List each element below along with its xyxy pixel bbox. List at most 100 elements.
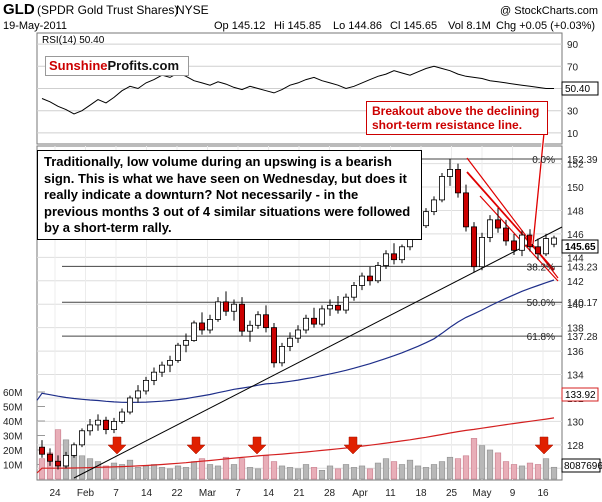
volume-bar xyxy=(302,464,310,480)
candle-body xyxy=(543,238,550,255)
volume-bar xyxy=(102,465,110,480)
fibonacci-percent-label: 38.2% xyxy=(527,262,555,273)
x-tick-label: 7 xyxy=(113,488,119,499)
rsi-tick-label: 10 xyxy=(567,129,579,140)
rsi-current-label: 50.40 xyxy=(565,84,590,95)
volume-tick-label: 30M xyxy=(3,432,22,443)
candle-body xyxy=(302,317,309,331)
rsi-tick-label: 90 xyxy=(567,40,579,51)
candle-body xyxy=(438,176,445,201)
candle-body xyxy=(318,308,325,325)
x-tick-label: 7 xyxy=(235,488,241,499)
volume-bar xyxy=(198,458,206,480)
rsi-tick-label: 70 xyxy=(567,62,579,73)
x-tick-label: 16 xyxy=(537,488,549,499)
quote-volume: Vol 8.1M xyxy=(448,20,491,32)
candle-body xyxy=(142,379,149,392)
volume-bar xyxy=(470,438,478,480)
candle-body xyxy=(350,285,357,298)
volume-bar xyxy=(222,456,230,480)
volume-warning-arrow xyxy=(247,436,267,455)
volume-bar xyxy=(158,467,166,480)
candle-body xyxy=(103,419,110,431)
ma200-line xyxy=(36,417,555,474)
volume-tick-label: 40M xyxy=(3,417,22,428)
price-tick-label: 128 xyxy=(567,441,584,452)
volume-bar xyxy=(262,455,270,480)
volume-bar xyxy=(542,458,550,480)
candle-body xyxy=(79,430,86,446)
quote-high: Hi 145.85 xyxy=(274,20,321,32)
fibonacci-price-label: 143.23 xyxy=(567,262,598,273)
volume-bar xyxy=(366,468,374,480)
volume-bar xyxy=(406,459,414,480)
volume-bar xyxy=(238,458,246,480)
volume-bar xyxy=(518,465,526,480)
x-tick-label: 28 xyxy=(324,488,336,499)
candle-body xyxy=(198,322,205,331)
volume-bar xyxy=(294,468,302,480)
volume-bar xyxy=(502,461,510,480)
candle-body xyxy=(87,424,94,432)
volume-bar xyxy=(478,445,486,480)
candle-body xyxy=(119,411,126,422)
volume-bar xyxy=(318,469,326,480)
price-tick-label: 150 xyxy=(567,183,584,194)
candle-body xyxy=(238,303,245,332)
candle-body xyxy=(71,444,78,456)
volume-bar xyxy=(134,467,142,480)
volume-bar xyxy=(342,464,350,480)
rsi-title: RSI(14) 50.40 xyxy=(42,35,105,46)
rsi-value-tag xyxy=(561,81,599,96)
volume-bar xyxy=(214,465,222,480)
candle-body xyxy=(390,253,397,261)
volume-bar xyxy=(110,462,118,480)
candle-body xyxy=(190,322,197,341)
x-tick-label: 14 xyxy=(141,488,153,499)
candle-body xyxy=(374,265,381,282)
volume-tick-label: 50M xyxy=(3,403,22,414)
candle-body xyxy=(39,446,46,455)
volume-bar xyxy=(534,464,542,480)
volume-bar xyxy=(350,467,358,480)
price-tick-label: 142 xyxy=(567,277,584,288)
candle-body xyxy=(358,275,365,286)
chart-symbol: GLD xyxy=(3,1,35,18)
volume-bar xyxy=(286,467,294,480)
candle-body xyxy=(366,275,373,282)
volume-bar xyxy=(390,461,398,480)
candle-body xyxy=(446,169,453,177)
volume-bar xyxy=(438,461,446,480)
volume-tick-label: 10M xyxy=(3,461,22,472)
candle-body xyxy=(486,219,493,238)
chart-date: 19-May-2011 xyxy=(3,20,67,32)
candle-body xyxy=(278,345,285,364)
volume-bar xyxy=(462,455,470,480)
volume-bar xyxy=(118,464,126,480)
volume-bar xyxy=(310,467,318,480)
volume-tick-label: 20M xyxy=(3,446,22,457)
volume-bar xyxy=(334,468,342,480)
price-tick-label: 138 xyxy=(567,324,584,335)
breakout-pointer xyxy=(532,132,545,245)
fibonacci-price-label: 137.28 xyxy=(567,332,598,343)
volume-bar xyxy=(358,465,366,480)
candle-body xyxy=(47,453,54,462)
fibonacci-percent-label: 61.8% xyxy=(527,332,555,343)
rsi-line xyxy=(41,65,554,115)
candle-body xyxy=(462,192,469,228)
volume-bar xyxy=(414,465,422,480)
x-tick-label: 25 xyxy=(446,488,458,499)
volume-warning-arrow xyxy=(534,436,554,455)
price-tick-label: 134 xyxy=(567,371,584,382)
volume-warning-arrow xyxy=(186,436,206,455)
candle-body xyxy=(166,360,173,366)
price-tick-label: 148 xyxy=(567,206,584,217)
volume-bar xyxy=(454,458,462,480)
x-tick-label: Apr xyxy=(352,488,368,499)
x-tick-label: 18 xyxy=(415,488,427,499)
candle-body xyxy=(111,421,118,431)
volume-bar xyxy=(326,465,334,480)
candle-body xyxy=(294,329,301,339)
candle-body xyxy=(206,319,213,331)
